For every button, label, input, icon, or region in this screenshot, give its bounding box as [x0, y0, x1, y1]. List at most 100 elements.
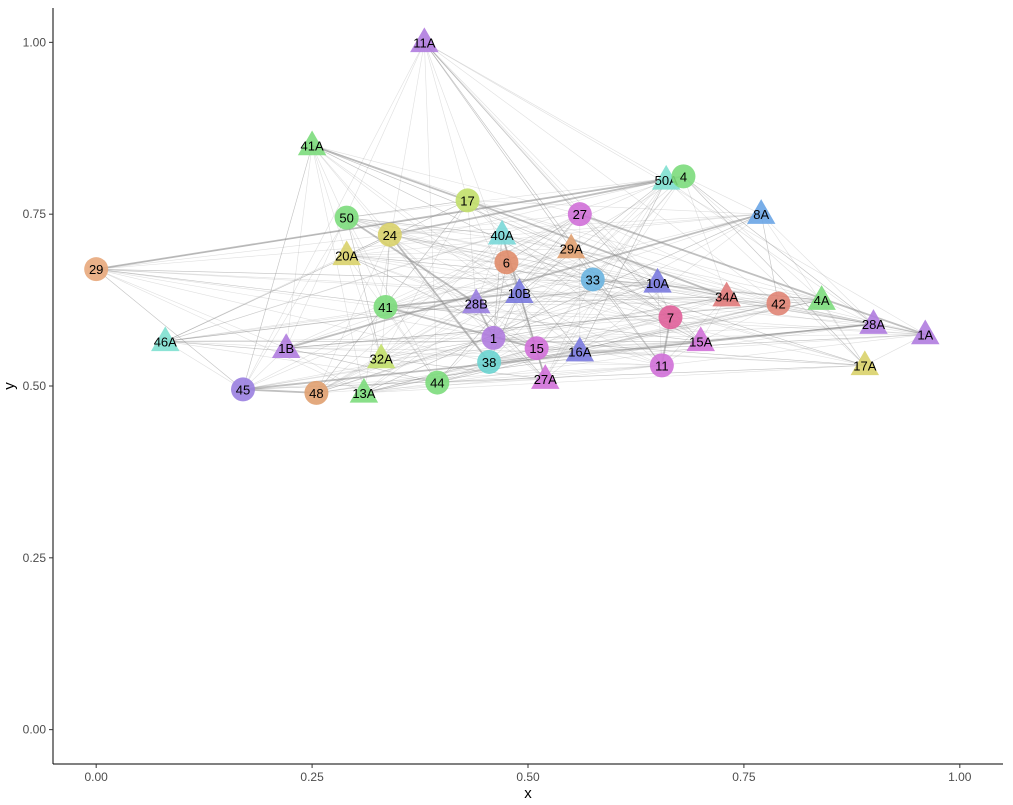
network-edge [467, 200, 572, 249]
network-edge [242, 145, 313, 390]
circle-marker [766, 291, 791, 316]
circle-marker [373, 294, 398, 319]
network-edge [96, 268, 520, 294]
network-edge [96, 268, 287, 349]
network-edge [389, 234, 865, 366]
node-label: 11 [655, 358, 669, 373]
network-edge [385, 299, 822, 308]
network-edge [506, 213, 580, 263]
node-label: 48 [309, 386, 323, 401]
network-edge [424, 42, 507, 263]
network-edge [242, 388, 317, 394]
x-axis-title: x [524, 785, 532, 802]
triangle-marker [505, 278, 534, 303]
network-edge [96, 213, 762, 270]
network-edge [519, 293, 546, 380]
network-edge [545, 279, 594, 380]
network-edge [700, 303, 779, 342]
network-edge [506, 262, 581, 352]
circle-marker [377, 222, 402, 247]
network-edge [385, 262, 507, 308]
network-edge [285, 145, 313, 349]
node-38: 38 [477, 349, 502, 374]
network-edge [683, 176, 762, 215]
network-edge [683, 176, 727, 297]
node-45: 45 [231, 377, 255, 402]
network-edge [424, 42, 779, 304]
node-label: 16A [568, 345, 591, 360]
node-20A: 20A [332, 240, 361, 266]
network-edge [778, 303, 926, 335]
circle-marker [658, 305, 683, 330]
circle-marker [425, 370, 450, 395]
node-label: 46A [154, 334, 177, 349]
network-edge [242, 323, 874, 391]
node-40A: 40A [487, 219, 517, 245]
node-label: 28A [862, 317, 885, 332]
network-edge [657, 282, 663, 366]
network-edge [661, 296, 727, 366]
circle-marker [477, 349, 502, 374]
network-edge [385, 306, 671, 318]
network-edge [579, 351, 865, 366]
network-edge [579, 303, 779, 352]
network-edge [96, 268, 386, 308]
network-edge [760, 213, 874, 325]
triangle-marker [911, 319, 940, 345]
network-edge [346, 255, 438, 383]
network-edge [489, 361, 662, 366]
network-edge [165, 292, 520, 342]
node-48: 48 [304, 380, 329, 405]
network-edge [657, 282, 822, 301]
node-label: 4A [814, 293, 830, 308]
network-edge [760, 214, 866, 366]
network-edge [579, 213, 762, 352]
network-edge [165, 234, 503, 342]
network-edge [506, 261, 874, 325]
triangle-marker [746, 199, 776, 224]
network-edge [312, 145, 580, 215]
node-28B: 28B [461, 288, 491, 314]
node-1A: 1A [911, 319, 940, 345]
network-edge [311, 145, 347, 256]
network-edge [96, 234, 390, 270]
network-edge [242, 213, 580, 390]
triangle-marker [271, 333, 301, 358]
network-edge [389, 234, 494, 339]
node-label: 1 [490, 331, 497, 346]
network-edge [424, 42, 667, 181]
network-edge [475, 234, 503, 304]
network-edge [519, 292, 874, 325]
network-edge [571, 248, 779, 304]
network-edge [683, 176, 822, 301]
network-edge [579, 213, 779, 304]
triangle-marker [151, 326, 180, 352]
node-label: 11A [413, 35, 435, 50]
triangle-marker [332, 240, 361, 266]
network-edge [346, 255, 662, 366]
network-edge [424, 42, 438, 383]
network-edge [381, 282, 658, 359]
network-edge [424, 42, 468, 201]
node-13A: 13A [349, 377, 379, 403]
circle-marker [334, 205, 359, 230]
network-edge [385, 179, 667, 308]
node-label: 45 [236, 382, 250, 397]
network-edge [346, 217, 507, 263]
triangle-marker [686, 326, 715, 352]
y-tick-label: 1.00 [23, 35, 47, 49]
node-label: 29 [89, 262, 103, 277]
circle-marker [524, 336, 549, 361]
network-edge [165, 200, 468, 342]
node-label: 13A [352, 386, 375, 401]
network-edge [363, 213, 762, 394]
triangle-marker [297, 130, 327, 156]
node-46A: 46A [151, 326, 180, 352]
network-edge [437, 248, 572, 383]
network-edge [346, 176, 684, 218]
network-edge [519, 179, 667, 294]
circle-marker [481, 325, 506, 350]
network-edge [467, 199, 727, 298]
circle-marker [567, 202, 592, 227]
network-edge [467, 200, 671, 318]
